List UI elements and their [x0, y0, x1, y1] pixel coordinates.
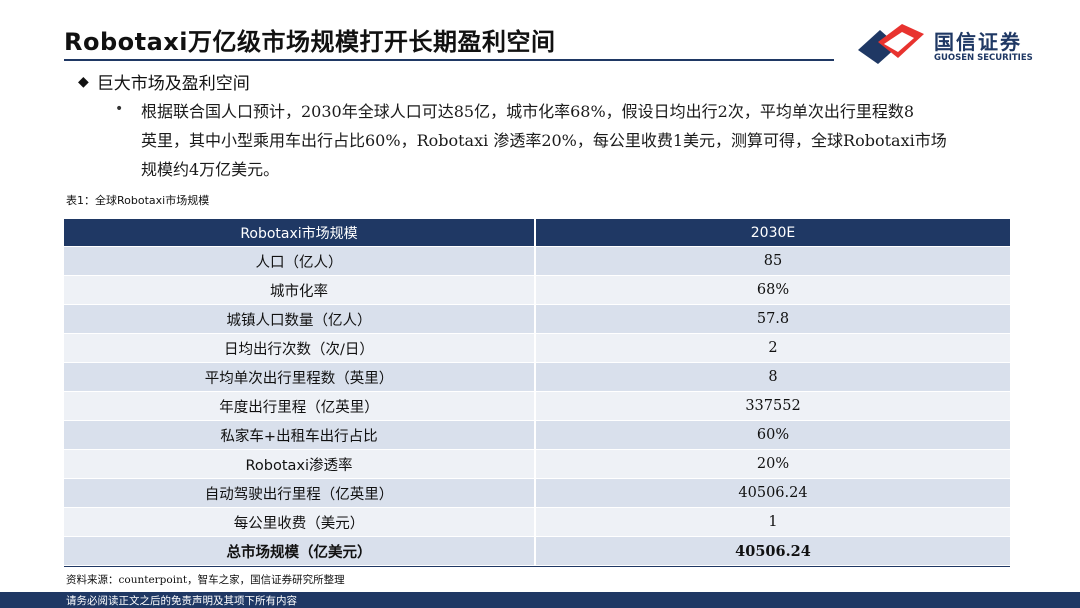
table-row: 平均单次出行里程数（英里） 8: [64, 362, 1010, 392]
diamond-bullet-icon: ◆: [78, 73, 89, 90]
row-value: 20%: [534, 449, 1010, 479]
row-label: 总市场规模（亿美元）: [64, 536, 535, 565]
row-label: 人口（亿人）: [64, 246, 535, 276]
row-value: 8: [534, 362, 1010, 392]
row-label: Robotaxi渗透率: [64, 449, 535, 479]
column-header-year: 2030E: [534, 219, 1010, 247]
title-divider: [64, 59, 834, 61]
row-label: 平均单次出行里程数（英里）: [64, 362, 535, 392]
row-label: 自动驾驶出行里程（亿英里）: [64, 478, 535, 508]
column-header-metric: Robotaxi市场规模: [64, 219, 535, 247]
row-value: 68%: [534, 275, 1010, 305]
table-row: 每公里收费（美元） 1: [64, 507, 1010, 537]
source-note: 资料来源：counterpoint，智车之家，国信证券研究所整理: [66, 572, 345, 587]
table-caption: 表1：全球Robotaxi市场规模: [66, 194, 210, 207]
table-row: Robotaxi渗透率 20%: [64, 449, 1010, 479]
table-row: 自动驾驶出行里程（亿英里） 40506.24: [64, 478, 1010, 508]
section-heading-text: 巨大市场及盈利空间: [96, 74, 250, 94]
table-row: 城市化率 68%: [64, 275, 1010, 305]
section-heading: ◆ 巨大市场及盈利空间: [78, 69, 250, 95]
row-value: 85: [534, 246, 1010, 276]
row-value: 60%: [534, 420, 1010, 450]
market-size-table: Robotaxi市场规模 2030E 人口（亿人） 85 城市化率 68% 城镇…: [64, 219, 1010, 565]
row-label: 私家车+出租车出行占比: [64, 420, 535, 450]
table-header-row: Robotaxi市场规模 2030E: [64, 219, 1010, 247]
paragraph-line: 英里，其中小型乘用车出行占比60%，Robotaxi 渗透率20%，每公里收费1…: [141, 131, 947, 150]
body-paragraph: 根据联合国人口预计，2030年全球人口可达85亿，城市化率68%，假设日均出行2…: [141, 97, 1011, 184]
row-label: 城市化率: [64, 275, 535, 305]
logo-chinese-name: 国信证券: [934, 30, 1022, 54]
page-title: Robotaxi万亿级市场规模打开长期盈利空间: [64, 28, 556, 56]
logo-english-name: GUOSEN SECURITIES: [934, 53, 1033, 63]
row-label: 年度出行里程（亿英里）: [64, 391, 535, 421]
row-value: 1: [534, 507, 1010, 537]
row-value: 337552: [534, 391, 1010, 421]
source-suffix: ，智车之家，国信证券研究所整理: [187, 574, 345, 586]
guosen-logo-icon: [858, 24, 924, 64]
row-label: 每公里收费（美元）: [64, 507, 535, 537]
footer-bar: 请务必阅读正文之后的免责声明及其项下所有内容: [0, 592, 1080, 608]
table-row: 日均出行次数（次/日） 2: [64, 333, 1010, 363]
company-logo: 国信证券 GUOSEN SECURITIES: [858, 24, 1058, 66]
row-label: 城镇人口数量（亿人）: [64, 304, 535, 334]
table-row: 年度出行里程（亿英里） 337552: [64, 391, 1010, 421]
table-row: 人口（亿人） 85: [64, 246, 1010, 276]
source-latin: counterpoint: [118, 574, 188, 586]
paragraph-line: 根据联合国人口预计，2030年全球人口可达85亿，城市化率68%，假设日均出行2…: [141, 102, 915, 121]
bottom-divider: [64, 566, 1010, 567]
bullet-dot-icon: •: [115, 101, 124, 117]
row-value: 40506.24: [534, 536, 1010, 565]
table-row: 城镇人口数量（亿人） 57.8: [64, 304, 1010, 334]
paragraph-line: 规模约4万亿美元。: [141, 160, 280, 179]
table-row: 私家车+出租车出行占比 60%: [64, 420, 1010, 450]
source-prefix: 资料来源：: [66, 574, 119, 586]
row-value: 57.8: [534, 304, 1010, 334]
row-value: 40506.24: [534, 478, 1010, 508]
table-row-total: 总市场规模（亿美元） 40506.24: [64, 536, 1010, 565]
row-label: 日均出行次数（次/日）: [64, 333, 535, 363]
row-value: 2: [534, 333, 1010, 363]
footer-disclaimer: 请务必阅读正文之后的免责声明及其项下所有内容: [66, 595, 297, 607]
